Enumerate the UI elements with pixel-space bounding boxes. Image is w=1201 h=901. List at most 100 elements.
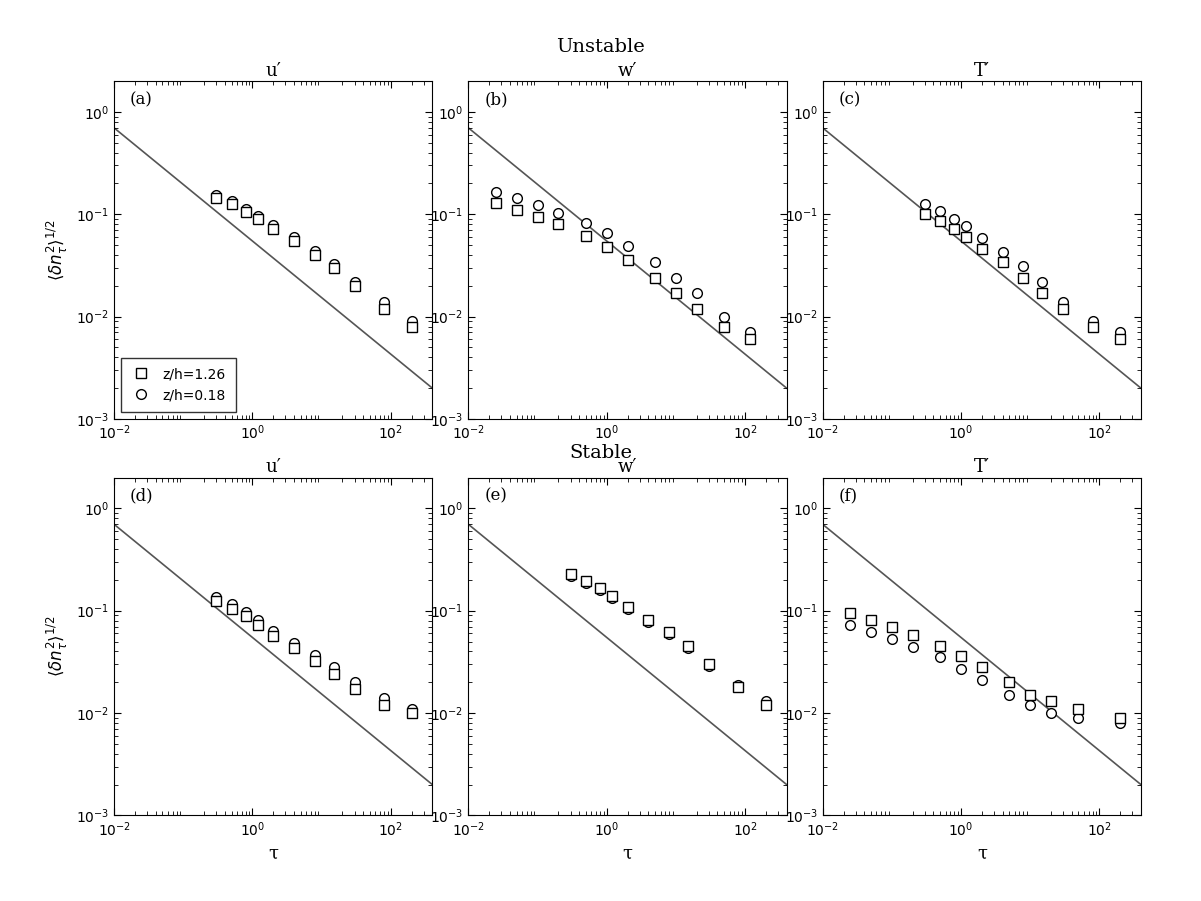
z/h=1.26	[621, 254, 635, 265]
Line: z/h=0.18: z/h=0.18	[846, 621, 1125, 728]
z/h=0.18	[933, 205, 948, 216]
z/h=0.18	[209, 189, 223, 200]
z/h=0.18	[689, 287, 704, 298]
z/h=1.26	[689, 303, 704, 314]
Legend: z/h=1.26, z/h=0.18: z/h=1.26, z/h=0.18	[121, 358, 235, 412]
Text: Stable: Stable	[569, 444, 632, 462]
z/h=1.26	[621, 602, 635, 613]
z/h=1.26	[563, 569, 578, 579]
z/h=1.26	[933, 216, 948, 227]
z/h=0.18	[327, 662, 341, 673]
z/h=1.26	[225, 603, 239, 614]
z/h=0.18	[593, 585, 608, 596]
z/h=0.18	[551, 207, 566, 218]
z/h=1.26	[906, 630, 920, 641]
X-axis label: τ: τ	[976, 844, 987, 862]
z/h=1.26	[975, 243, 990, 254]
z/h=0.18	[405, 704, 419, 714]
z/h=1.26	[489, 197, 503, 208]
z/h=1.26	[209, 192, 223, 203]
z/h=0.18	[599, 228, 614, 239]
z/h=1.26	[743, 334, 758, 345]
z/h=1.26	[377, 699, 392, 710]
z/h=0.18	[864, 626, 878, 637]
z/h=1.26	[975, 662, 990, 673]
Title: w′: w′	[617, 458, 638, 476]
Title: w′: w′	[617, 61, 638, 79]
z/h=0.18	[885, 633, 900, 644]
z/h=1.26	[954, 651, 968, 661]
z/h=0.18	[307, 245, 322, 256]
Line: z/h=0.18: z/h=0.18	[920, 199, 1125, 337]
z/h=0.18	[209, 592, 223, 603]
z/h=0.18	[377, 296, 392, 307]
Line: z/h=0.18: z/h=0.18	[491, 187, 755, 337]
z/h=1.26	[593, 583, 608, 594]
z/h=1.26	[996, 257, 1010, 268]
z/h=0.18	[906, 642, 920, 652]
z/h=0.18	[579, 218, 593, 229]
z/h=0.18	[563, 570, 578, 581]
z/h=1.26	[377, 303, 392, 314]
z/h=0.18	[647, 257, 662, 268]
z/h=1.26	[918, 209, 932, 220]
z/h=1.26	[209, 596, 223, 606]
z/h=0.18	[251, 614, 265, 625]
z/h=1.26	[251, 619, 265, 630]
z/h=1.26	[717, 321, 731, 332]
Text: (d): (d)	[130, 487, 154, 505]
z/h=0.18	[669, 272, 683, 283]
z/h=1.26	[1023, 689, 1038, 700]
z/h=1.26	[641, 614, 656, 625]
z/h=1.26	[405, 321, 419, 332]
z/h=0.18	[377, 693, 392, 704]
z/h=1.26	[307, 250, 322, 260]
z/h=0.18	[717, 311, 731, 322]
z/h=0.18	[1002, 689, 1016, 700]
z/h=0.18	[225, 196, 239, 206]
Text: (f): (f)	[838, 487, 858, 505]
z/h=1.26	[509, 205, 524, 215]
z/h=0.18	[843, 620, 858, 631]
z/h=1.26	[1016, 272, 1030, 283]
z/h=1.26	[1071, 704, 1086, 714]
z/h=1.26	[669, 287, 683, 298]
Line: z/h=1.26: z/h=1.26	[211, 193, 417, 332]
z/h=1.26	[1002, 677, 1016, 687]
z/h=1.26	[960, 232, 974, 242]
z/h=0.18	[1023, 699, 1038, 710]
z/h=1.26	[1035, 287, 1050, 298]
Y-axis label: $\langle \delta n_{\tau}^{2} \rangle^{1/2}$: $\langle \delta n_{\tau}^{2} \rangle^{1/…	[46, 615, 71, 678]
z/h=1.26	[251, 214, 265, 224]
X-axis label: τ: τ	[268, 844, 279, 862]
z/h=1.26	[327, 262, 341, 273]
z/h=0.18	[954, 663, 968, 674]
z/h=0.18	[347, 276, 362, 287]
X-axis label: τ: τ	[622, 844, 633, 862]
z/h=0.18	[239, 204, 253, 214]
z/h=1.26	[1113, 334, 1128, 345]
z/h=0.18	[975, 233, 990, 244]
z/h=1.26	[701, 659, 716, 669]
z/h=1.26	[885, 621, 900, 632]
z/h=1.26	[1056, 303, 1070, 314]
z/h=1.26	[327, 669, 341, 679]
z/h=1.26	[239, 611, 253, 622]
z/h=0.18	[327, 258, 341, 268]
Line: z/h=0.18: z/h=0.18	[566, 571, 771, 706]
z/h=1.26	[948, 223, 962, 234]
z/h=1.26	[267, 223, 281, 234]
Title: u′: u′	[265, 61, 281, 79]
z/h=0.18	[975, 675, 990, 686]
Y-axis label: $\langle \delta n_{\tau}^{2} \rangle^{1/2}$: $\langle \delta n_{\tau}^{2} \rangle^{1/…	[46, 219, 71, 281]
z/h=0.18	[267, 625, 281, 636]
z/h=0.18	[731, 679, 746, 690]
Line: z/h=0.18: z/h=0.18	[211, 190, 417, 326]
z/h=0.18	[405, 316, 419, 327]
z/h=0.18	[933, 652, 948, 663]
z/h=0.18	[287, 232, 301, 242]
z/h=0.18	[1113, 717, 1128, 728]
z/h=1.26	[225, 199, 239, 210]
z/h=1.26	[531, 211, 545, 222]
z/h=1.26	[267, 631, 281, 642]
